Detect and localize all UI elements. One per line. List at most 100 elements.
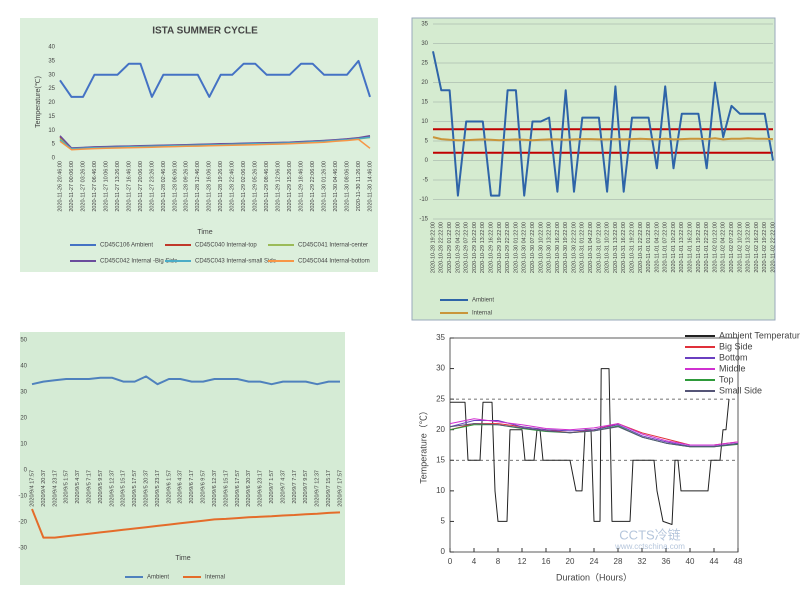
- x-tick-label: 2020-10-30 10:22:00: [538, 222, 544, 273]
- legend-label: CD45C043 Internal-small Side: [195, 259, 277, 265]
- x-tick-label: 2020-11-01 04:22:00: [654, 222, 660, 273]
- x-tick-label: 2020-10-30 04:22:00: [522, 222, 528, 273]
- x-tick-label: 2020-11-27 10:06:00: [103, 161, 109, 212]
- x-axis-label: Time: [175, 555, 190, 562]
- x-tick-label: 2020-10-31 07:22:00: [596, 222, 602, 273]
- x-tick-label: 44: [710, 557, 719, 566]
- legend-label: Small Side: [719, 385, 762, 395]
- x-tick-label: 2020-11-27 03:26:00: [80, 161, 86, 212]
- watermark: CCTS冷链: [619, 527, 680, 542]
- y-tick-label: 10: [48, 128, 55, 134]
- x-tick-label: 2020/9/5 7:17: [86, 470, 92, 504]
- y-tick-label: 0: [52, 156, 56, 162]
- x-tick-label: 2020-11-29 08:46:00: [264, 161, 270, 212]
- x-tick-label: 2020-11-29 12:06:00: [276, 161, 282, 212]
- x-tick-label: 2020-10-30 19:22:00: [563, 222, 569, 273]
- legend-label: CD45C042 Internal -Big Side: [100, 259, 178, 265]
- x-tick-label: 2020-11-28 02:46:00: [161, 161, 167, 212]
- legend-label: CD45C040 Internal-top: [195, 243, 257, 249]
- series-line: [449, 423, 739, 448]
- x-tick-label: 2020/9/6 12:37: [212, 470, 218, 507]
- legend-label: Internal: [205, 575, 225, 581]
- y-tick-label: -30: [18, 546, 27, 552]
- y-tick-label: -10: [419, 197, 428, 203]
- y-tick-label: 50: [20, 338, 27, 344]
- x-tick-label: 2020-10-29 01:22:00: [447, 222, 453, 273]
- x-tick-label: 28: [614, 557, 623, 566]
- series-line: [31, 508, 341, 539]
- y-tick-label: 40: [20, 364, 27, 370]
- x-tick-label: 2020-10-29 16:22:00: [489, 222, 495, 273]
- y-tick-label: -5: [423, 178, 429, 184]
- x-tick-label: 2020-11-02 22:22:00: [770, 222, 776, 273]
- panel: [411, 17, 776, 321]
- x-tick-label: 2020-11-30 14:46:00: [367, 161, 373, 212]
- x-tick-label: 2020/9/6 15:17: [223, 470, 229, 507]
- x-tick-label: 20: [566, 557, 575, 566]
- x-tick-label: 2020-10-30 07:22:00: [530, 222, 536, 273]
- x-axis-label: Duration（Hours）: [556, 572, 632, 582]
- x-tick-label: 2020-10-31 19:22:00: [629, 222, 635, 273]
- x-tick-label: 2020-11-27 00:06:00: [69, 161, 75, 212]
- x-tick-label: 2020-10-29 04:22:00: [455, 222, 461, 273]
- x-tick-label: 2020-11-02 04:22:00: [721, 222, 727, 273]
- x-tick-label: 2020/9/5 23:17: [155, 470, 161, 507]
- x-tick-label: 2020/9/4 23:17: [52, 470, 58, 507]
- y-tick-label: 15: [436, 455, 445, 464]
- x-tick-label: 8: [496, 557, 501, 566]
- y-tick-label: 0: [425, 158, 429, 164]
- y-tick-label: -10: [18, 494, 27, 500]
- y-axis-label: Temperature(℃): [35, 76, 42, 128]
- x-tick-label: 2020-11-29 15:26:00: [287, 161, 293, 212]
- x-tick-label: 2020/9/5 20:37: [144, 470, 150, 507]
- watermark: www.cctschina.com: [614, 542, 685, 551]
- x-axis-label: Time: [197, 229, 212, 236]
- x-tick-label: 2020-11-01 19:22:00: [696, 222, 702, 273]
- y-tick-label: 25: [48, 86, 55, 92]
- x-tick-label: 2020-11-01 01:22:00: [646, 222, 652, 273]
- series-line: [59, 138, 371, 151]
- x-tick-label: 2020-11-28 22:46:00: [230, 161, 236, 212]
- series-line: [59, 135, 371, 149]
- x-tick-label: 2020/9/6 4:37: [178, 470, 184, 504]
- x-tick-label: 2020/9/6 23:17: [258, 470, 264, 507]
- x-tick-label: 2020-10-30 16:22:00: [555, 222, 561, 273]
- y-tick-label: 40: [48, 45, 55, 51]
- y-tick-label: 0: [441, 547, 446, 556]
- x-tick-label: 2020-10-31 10:22:00: [605, 222, 611, 273]
- x-tick-label: 2020/9/5 15:17: [121, 470, 127, 507]
- y-tick-label: -15: [419, 217, 428, 223]
- x-tick-label: 2020-11-30 08:06:00: [344, 161, 350, 212]
- series-line: [59, 59, 371, 98]
- x-tick-label: 2020/9/6 9:57: [201, 470, 207, 504]
- x-tick-label: 2020-11-27 13:26:00: [115, 161, 121, 212]
- x-tick-label: 2020/9/6 1:57: [166, 470, 172, 504]
- series-line: [432, 51, 774, 197]
- x-tick-label: 2020/9/7 9:57: [303, 470, 309, 504]
- x-tick-label: 2020-10-28 22:22:00: [439, 222, 445, 273]
- x-tick-label: 2020-11-30 01:26:00: [322, 161, 328, 212]
- x-tick-label: 2020-10-31 01:22:00: [580, 222, 586, 273]
- x-tick-label: 2020/9/7 15:17: [326, 470, 332, 507]
- x-tick-label: 2020-11-02 10:22:00: [737, 222, 743, 273]
- x-tick-label: 2020-11-28 19:26:00: [218, 161, 224, 212]
- x-tick-label: 2020/9/4 17:57: [29, 470, 35, 507]
- y-tick-label: 20: [20, 416, 27, 422]
- x-tick-label: 2020/9/5 1:57: [64, 470, 70, 504]
- x-tick-label: 40: [686, 557, 695, 566]
- x-tick-label: 12: [518, 557, 527, 566]
- series-line: [449, 420, 739, 447]
- y-tick-label: -20: [18, 520, 27, 526]
- y-tick-label: 15: [48, 114, 55, 120]
- y-tick-label: 30: [20, 390, 27, 396]
- legend-label: Ambient Temperature: [719, 330, 800, 340]
- x-tick-label: 2020-11-30 11:26:00: [356, 161, 362, 211]
- x-tick-label: 36: [662, 557, 671, 566]
- x-tick-label: 2020-11-29 05:26:00: [253, 161, 259, 212]
- y-tick-label: 15: [421, 100, 428, 106]
- x-tick-label: 2020-11-01 07:22:00: [663, 222, 669, 273]
- y-tick-label: 5: [425, 139, 429, 145]
- x-tick-label: 2020/9/5 12:37: [109, 470, 115, 507]
- x-tick-label: 16: [542, 557, 551, 566]
- x-tick-label: 2020-11-28 12:46:00: [195, 161, 201, 212]
